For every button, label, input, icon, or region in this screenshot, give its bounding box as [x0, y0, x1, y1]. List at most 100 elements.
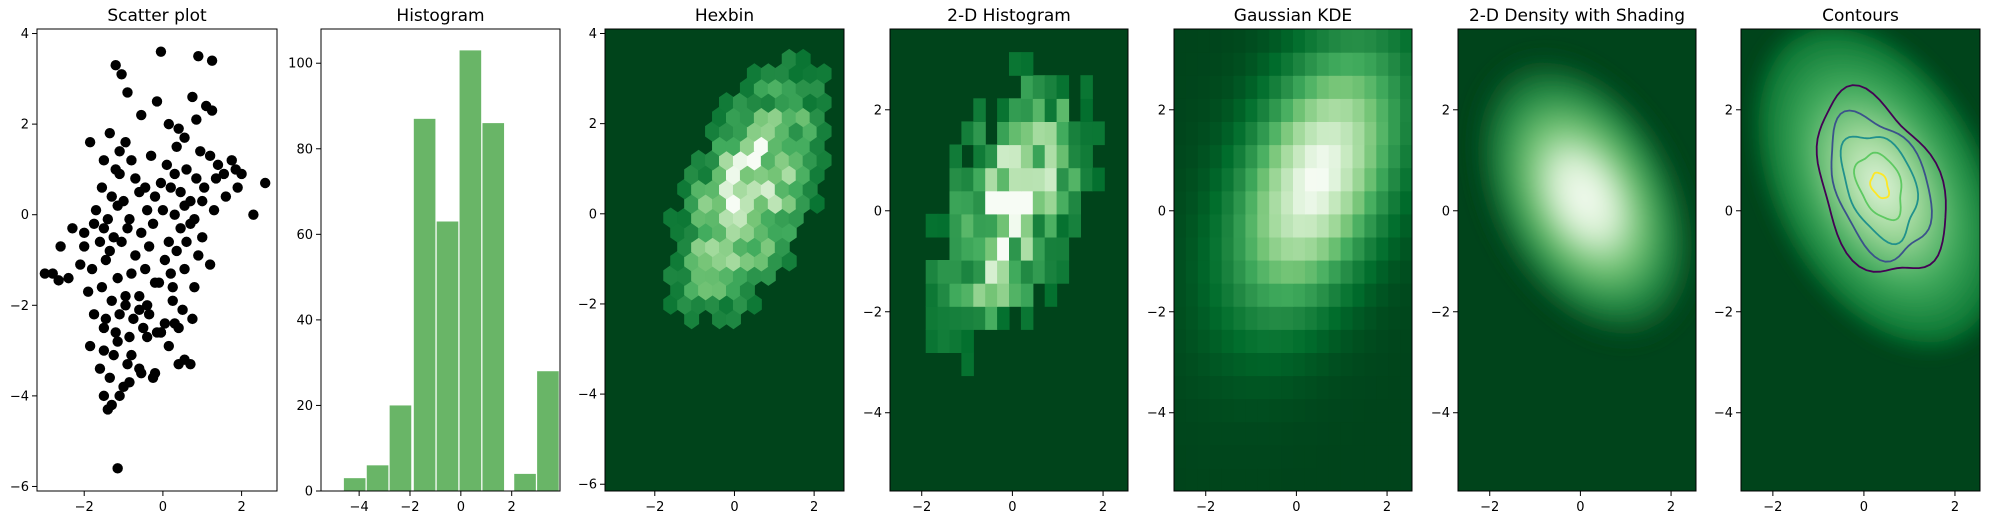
hexbin-cell [712, 308, 727, 330]
hist2d-cell [1009, 98, 1022, 122]
kde-cell [1388, 29, 1401, 53]
hexbin-cell [725, 221, 741, 243]
hexbin-cell [663, 294, 679, 315]
kde-cell [1257, 444, 1270, 469]
hexbin-cell [816, 63, 832, 85]
kde-cell [1328, 421, 1342, 446]
scatter-point [112, 200, 123, 211]
hist2d-cell [1032, 75, 1046, 99]
hist2d-cell [949, 306, 962, 330]
kde-cell [1304, 444, 1318, 469]
hist2d-cell [1032, 167, 1046, 192]
scatter-point [98, 322, 110, 334]
scatter-point [197, 195, 208, 207]
scatter-point [104, 245, 115, 257]
hexbin-cell [705, 294, 721, 315]
kde-cell [1269, 52, 1282, 76]
hexbin-cell [698, 193, 714, 214]
scatter-point [212, 159, 224, 171]
scatter-point [126, 155, 137, 166]
kde-cell [1209, 236, 1223, 261]
scatter-point [96, 182, 108, 193]
kde-cell [1174, 98, 1187, 122]
scatter-point [116, 69, 127, 80]
kde-cell [1245, 121, 1258, 146]
kde-cell [1197, 398, 1211, 423]
y-tick-label: −2 [578, 297, 597, 312]
hexbin-cell [725, 135, 741, 157]
hist2d-cell [973, 213, 986, 238]
x-tick-label: −2 [75, 500, 94, 515]
scatter-point [134, 291, 145, 302]
scatter-point [108, 349, 119, 361]
hexbin-cell [705, 120, 721, 142]
hexbin-cell [691, 294, 707, 315]
hist2d-cell [1020, 121, 1034, 146]
scatter-point [139, 263, 151, 275]
hexbin-cell [809, 77, 825, 99]
y-tick-label: 2 [1442, 103, 1450, 118]
kde-cell [1388, 98, 1401, 122]
kde-cell [1388, 467, 1401, 491]
y-tick-label: −4 [863, 406, 882, 421]
kde-cell [1293, 398, 1306, 423]
kde-cell [1221, 190, 1235, 215]
kde-cell [1316, 98, 1330, 122]
hexbin-cell [725, 308, 741, 330]
kde-cell [1352, 167, 1365, 192]
kde-cell [1293, 98, 1306, 122]
scatter-point [124, 214, 135, 225]
scatter-point [169, 168, 180, 180]
kde-cell [1316, 121, 1330, 146]
hexbin-cell [788, 178, 804, 200]
hexbin-cell [719, 236, 734, 258]
axes-frame [1173, 28, 1413, 492]
hist2d-cell [1020, 236, 1034, 261]
hexbin-cell [705, 149, 721, 171]
hexbin-cell [725, 250, 741, 272]
hexbin-cell [732, 236, 748, 258]
hexbin-cell [739, 221, 755, 243]
hexbin-cell [760, 265, 776, 286]
chart-panel-5: Gaussian KDE −2 0 2 −4 −2 0 2 [1147, 6, 1413, 515]
scatter-point [110, 60, 121, 71]
kde-cell [1174, 75, 1187, 99]
axes-frame [1457, 28, 1697, 492]
y-tick-label: −4 [1147, 406, 1166, 421]
scatter-point [259, 177, 271, 189]
x-tick-label: 0 [159, 500, 167, 515]
kde-cell [1245, 421, 1258, 446]
scatter-point [108, 232, 119, 243]
hexbin-cell [698, 279, 714, 301]
kde-cell [1352, 352, 1365, 377]
hexbin-cell [802, 120, 818, 142]
kde-cell [1400, 352, 1412, 377]
histogram-bar [482, 123, 505, 491]
kde-cell [1352, 121, 1365, 146]
kde-cell [1269, 144, 1282, 169]
scatter-point [122, 223, 133, 234]
hexbin-cell [781, 48, 797, 70]
hist2d-cell [1032, 98, 1046, 122]
hist2d-cell [1020, 283, 1034, 307]
kde-cell [1316, 75, 1330, 99]
hexbin-cell [795, 135, 811, 157]
hist2d-cell [997, 98, 1010, 122]
kde-cell [1352, 260, 1365, 284]
scatter-point [181, 236, 192, 248]
kde-cell [1388, 306, 1401, 330]
kde-cell [1221, 398, 1235, 423]
scatter-point [75, 259, 86, 270]
hist2d-cell [1032, 236, 1046, 261]
hexbin-cell [746, 149, 762, 171]
plot-area [1741, 29, 1980, 491]
hexbin-cell [684, 164, 700, 185]
hexbin-cell [760, 92, 776, 113]
kde-cell [1340, 421, 1354, 446]
kde-cell [1352, 213, 1365, 238]
chart-title: Gaussian KDE [1234, 6, 1352, 26]
kde-cell [1269, 75, 1282, 99]
hexbin-cell [746, 178, 762, 200]
scatter-point [82, 286, 94, 297]
hist2d-cell [1080, 144, 1093, 169]
